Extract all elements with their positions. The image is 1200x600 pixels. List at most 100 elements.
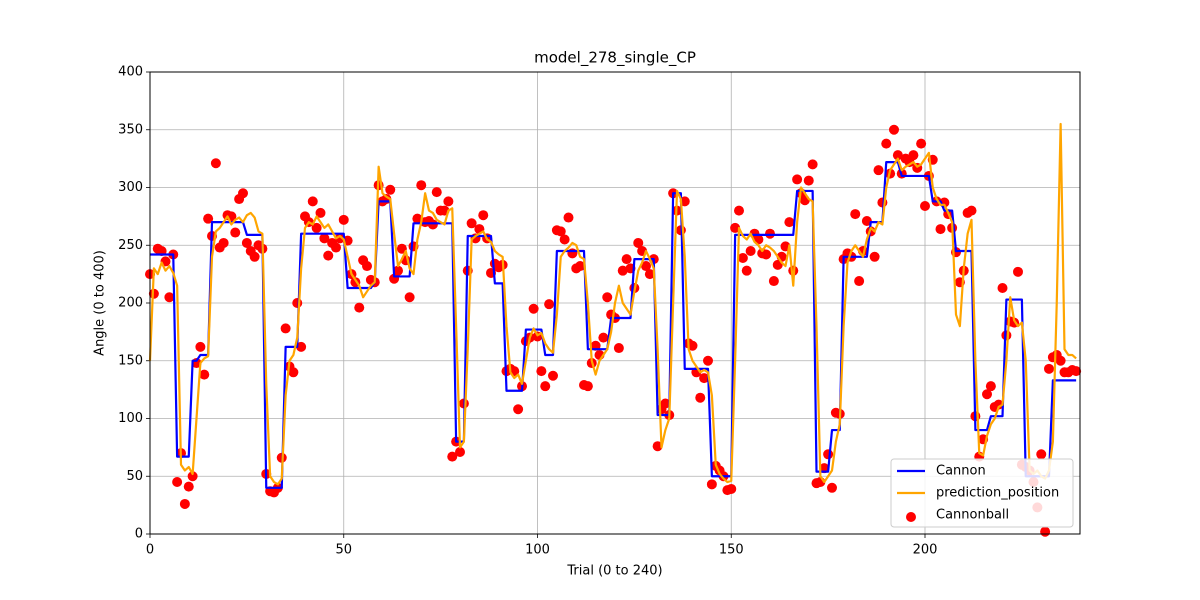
data-point: [966, 205, 977, 216]
y-tick-label: 200: [118, 296, 143, 311]
data-point: [412, 213, 423, 224]
x-tick-label: 150: [719, 543, 744, 558]
data-point: [598, 332, 609, 343]
data-point: [559, 234, 570, 245]
data-point: [602, 292, 613, 303]
data-point: [784, 217, 795, 228]
data-point: [331, 242, 341, 253]
data-point: [741, 265, 752, 276]
data-point: [385, 184, 396, 195]
data-point: [768, 276, 779, 287]
data-point: [323, 250, 334, 261]
data-point: [730, 222, 741, 233]
data-point: [544, 299, 555, 310]
y-tick-label: 0: [135, 527, 143, 542]
data-point: [179, 498, 190, 509]
data-point: [920, 200, 930, 211]
data-point: [280, 323, 291, 334]
data-point: [644, 269, 655, 280]
data-point: [311, 222, 322, 233]
y-axis-label: Angle (0 to 400): [93, 250, 108, 356]
data-point: [982, 389, 992, 400]
data-point: [861, 215, 872, 226]
chart-title: model_278_single_CP: [534, 49, 696, 68]
data-point: [869, 251, 880, 262]
data-point: [687, 340, 698, 351]
data-point: [699, 373, 710, 384]
data-point: [315, 207, 326, 218]
data-point: [416, 180, 427, 191]
data-point: [997, 282, 1008, 293]
x-tick-label: 50: [335, 543, 352, 558]
data-point: [354, 302, 365, 313]
data-point: [827, 482, 837, 493]
data-point: [695, 392, 706, 403]
data-point: [993, 399, 1004, 410]
legend: Cannon prediction_position Cannonball: [890, 458, 1074, 528]
data-point: [761, 249, 772, 260]
data-point: [164, 292, 175, 303]
data-point: [745, 246, 756, 257]
legend-label: Cannonball: [936, 508, 1009, 523]
data-point: [567, 248, 578, 259]
data-point: [660, 398, 671, 409]
x-tick-label: 100: [525, 543, 550, 558]
data-point: [633, 237, 644, 248]
data-point: [1036, 449, 1047, 460]
x-tick-label: 200: [913, 543, 938, 558]
data-point: [803, 175, 814, 186]
data-point: [734, 205, 744, 216]
data-point: [652, 441, 663, 452]
data-point: [187, 471, 198, 482]
data-point: [536, 366, 547, 377]
legend-marker: [906, 512, 916, 522]
legend-label: Cannon: [936, 464, 986, 479]
data-point: [404, 292, 415, 303]
data-point: [334, 233, 345, 244]
data-point: [199, 369, 210, 380]
data-point: [582, 381, 593, 392]
x-tick-label: 0: [146, 543, 154, 558]
data-point: [172, 477, 183, 488]
data-point: [726, 483, 737, 494]
plot-frame: [149, 71, 1081, 535]
data-point: [916, 138, 927, 149]
data-point: [985, 381, 996, 392]
data-point: [455, 446, 465, 457]
data-point: [765, 228, 775, 239]
data-point: [621, 254, 632, 265]
data-point: [706, 479, 717, 490]
data-point: [528, 303, 539, 314]
data-point: [935, 224, 946, 235]
data-point: [548, 370, 558, 381]
data-point: [555, 226, 566, 237]
data-point: [703, 355, 713, 366]
y-tick-label: 50: [126, 469, 143, 484]
data-point: [447, 451, 458, 462]
y-tick-label: 100: [118, 411, 143, 426]
data-point: [288, 367, 299, 378]
data-point: [807, 159, 818, 170]
y-tick-label: 150: [118, 353, 143, 368]
y-tick-label: 250: [118, 238, 143, 253]
data-point: [563, 212, 574, 223]
data-point: [338, 214, 349, 225]
legend-box: [890, 458, 1074, 528]
y-tick-label: 300: [118, 180, 143, 195]
data-point: [230, 227, 241, 238]
data-point: [613, 343, 624, 354]
data-point: [431, 187, 442, 198]
data-point: [792, 174, 803, 185]
data-point: [478, 210, 489, 221]
data-point: [617, 265, 628, 276]
data-point: [319, 233, 330, 244]
data-point: [393, 265, 403, 276]
data-point: [292, 298, 303, 308]
data-point: [218, 237, 229, 248]
x-axis-label: Trial (0 to 240): [566, 564, 662, 579]
data-point: [575, 261, 586, 272]
data-point: [427, 219, 438, 230]
data-point: [892, 150, 903, 161]
data-point: [362, 261, 372, 272]
y-tick-label: 350: [118, 122, 143, 137]
